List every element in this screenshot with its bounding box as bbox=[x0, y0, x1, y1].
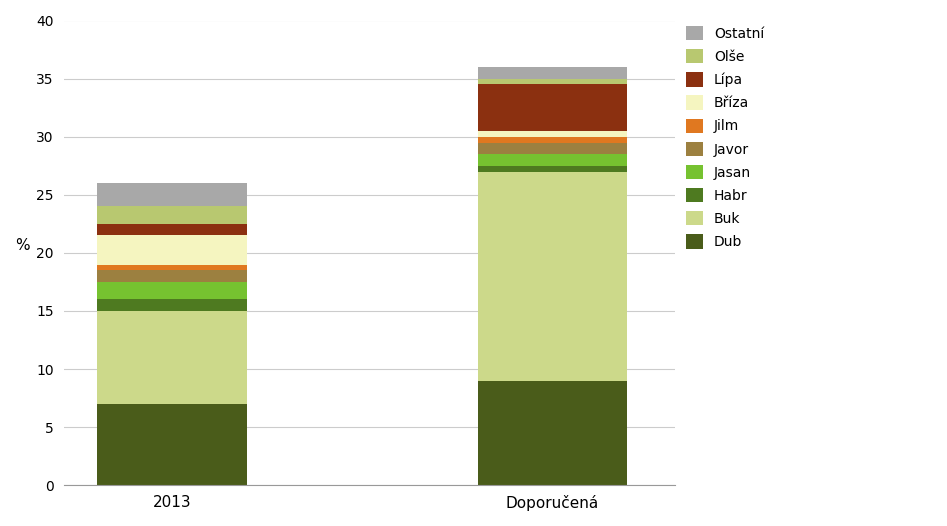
Bar bbox=[477, 78, 627, 84]
Bar bbox=[477, 67, 627, 78]
Bar bbox=[98, 311, 247, 404]
Bar bbox=[98, 404, 247, 485]
Bar bbox=[98, 224, 247, 236]
Bar bbox=[477, 166, 627, 171]
Y-axis label: %: % bbox=[15, 238, 29, 253]
Bar bbox=[98, 265, 247, 270]
Bar bbox=[477, 154, 627, 166]
Bar bbox=[98, 270, 247, 282]
Bar bbox=[98, 236, 247, 265]
Bar bbox=[477, 137, 627, 143]
Bar bbox=[477, 131, 627, 137]
Bar bbox=[98, 183, 247, 206]
Bar bbox=[477, 381, 627, 485]
Bar bbox=[477, 84, 627, 131]
Bar bbox=[477, 171, 627, 381]
Bar bbox=[98, 206, 247, 224]
Bar bbox=[98, 299, 247, 311]
Bar bbox=[98, 282, 247, 299]
Bar bbox=[477, 143, 627, 154]
Legend: Ostatní, Olše, Lípa, Bříza, Jilm, Javor, Jasan, Habr, Buk, Dub: Ostatní, Olše, Lípa, Bříza, Jilm, Javor,… bbox=[681, 21, 770, 255]
